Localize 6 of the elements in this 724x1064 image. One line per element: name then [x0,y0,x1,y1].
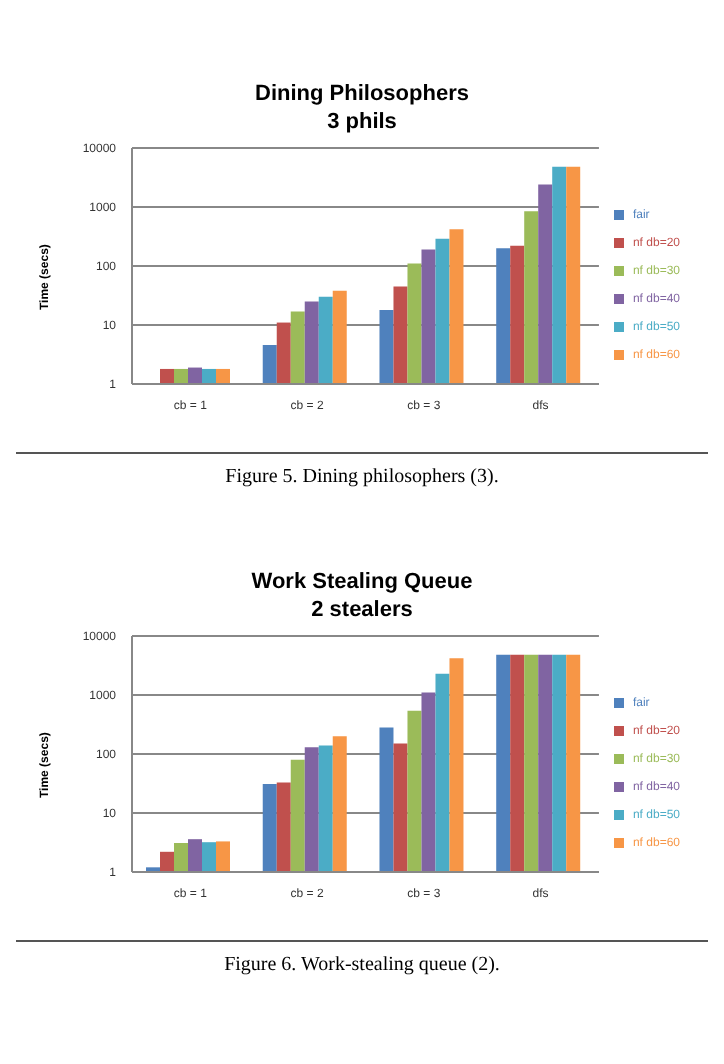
chart-subtitle: 2 stealers [309,596,415,624]
chart-title: Work Stealing Queue [249,568,475,596]
chart-subtitle: 3 phils [325,108,399,136]
chart-title: Dining Philosophers [253,80,471,108]
caption: Figure 5. Dining philosophers (3). [16,452,708,488]
caption: Figure 6. Work-stealing queue (2). [16,940,708,976]
